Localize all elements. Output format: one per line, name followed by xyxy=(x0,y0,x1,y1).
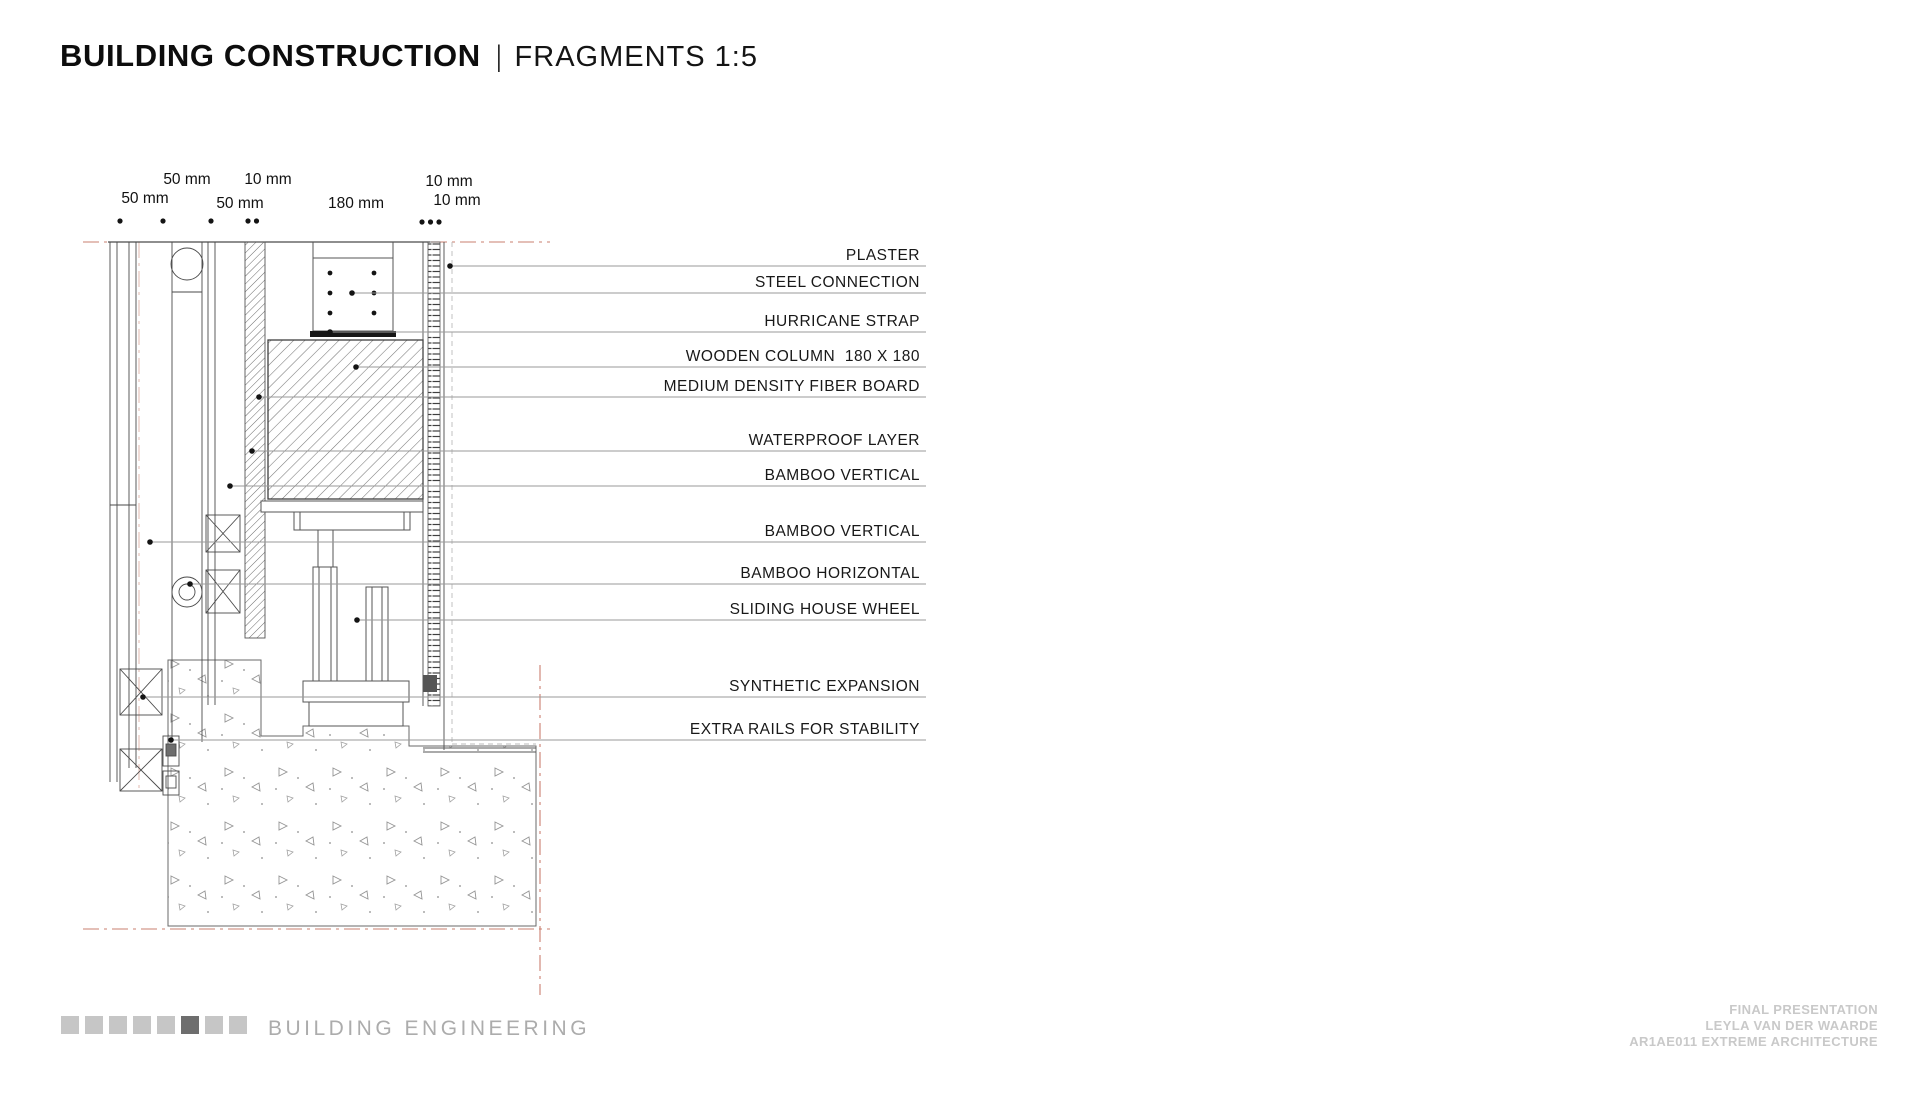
title-subtitle: FRAGMENTS 1:5 xyxy=(514,41,758,73)
footer-logo-squares xyxy=(61,1016,247,1034)
connector-box-upper xyxy=(205,514,241,553)
vertical-stud-hatched xyxy=(244,241,266,639)
dimension-label: 50 mm xyxy=(121,190,168,207)
annotation-bamboo-vertical-1: BAMBOO VERTICAL xyxy=(765,467,920,484)
page-title: BUILDING CONSTRUCTION | FRAGMENTS 1:5 xyxy=(60,38,758,74)
annotation-steel-connection: STEEL CONNECTION xyxy=(755,274,920,291)
annotation-bamboo-vertical-2: BAMBOO VERTICAL xyxy=(765,523,920,540)
title-main: BUILDING CONSTRUCTION xyxy=(60,38,481,73)
dimension-dots xyxy=(117,218,442,225)
credit-line-author: LEYLA VAN DER WAARDE xyxy=(1705,1018,1878,1033)
annotation-waterproof-layer: WATERPROOF LAYER xyxy=(749,432,920,449)
logo-square xyxy=(85,1016,103,1034)
synthetic-expansion-block xyxy=(423,675,437,692)
footer-credits: FINAL PRESENTATION LEYLA VAN DER WAARDE … xyxy=(1629,1002,1878,1050)
steel-connection-plate xyxy=(312,242,394,332)
dimension-labels: 50 mm 50 mm 10 mm 50 mm 180 mm 10 mm 10 … xyxy=(121,171,480,212)
annotation-plaster: PLASTER xyxy=(846,247,920,264)
dimension-label: 50 mm xyxy=(216,195,263,212)
logo-square xyxy=(205,1016,223,1034)
hurricane-strap-plate xyxy=(310,331,396,337)
braced-box-upper xyxy=(119,668,163,716)
annotation-synthetic-expansion: SYNTHETIC EXPANSION xyxy=(729,678,920,695)
dimension-label: 10 mm xyxy=(244,171,291,188)
annotation-hurricane-strap: HURRICANE STRAP xyxy=(764,313,920,330)
annotation-labels: PLASTER STEEL CONNECTION HURRICANE STRAP… xyxy=(664,247,920,738)
sliding-wheel-assembly xyxy=(260,500,424,727)
braced-box-lower xyxy=(119,748,163,792)
credit-line-presentation: FINAL PRESENTATION xyxy=(1729,1002,1878,1017)
logo-square xyxy=(109,1016,127,1034)
logo-square xyxy=(181,1016,199,1034)
wall-assembly xyxy=(108,241,430,796)
dimension-label: 10 mm xyxy=(433,192,480,209)
title-separator: | xyxy=(495,40,502,73)
credit-line-course: AR1AE011 EXTREME ARCHITECTURE xyxy=(1629,1034,1878,1049)
wooden-column xyxy=(267,339,424,500)
annotation-wooden-column: WOODEN COLUMN 180 X 180 xyxy=(686,348,920,365)
dimension-label: 10 mm xyxy=(425,173,472,190)
extra-rails xyxy=(423,743,536,753)
annotation-extra-rails: EXTRA RAILS FOR STABILITY xyxy=(690,721,920,738)
bamboo-horizontal-circle xyxy=(171,576,203,608)
logo-square xyxy=(229,1016,247,1034)
logo-square xyxy=(157,1016,175,1034)
plaster-rung-band xyxy=(427,241,441,707)
annotation-mdf-board: MEDIUM DENSITY FIBER BOARD xyxy=(664,378,920,395)
annotation-bamboo-horizontal: BAMBOO HORIZONTAL xyxy=(740,565,920,582)
logo-square xyxy=(61,1016,79,1034)
annotation-sliding-house-wheel: SLIDING HOUSE WHEEL xyxy=(730,601,920,618)
anchor-sockets xyxy=(162,735,180,796)
leader-dots xyxy=(140,263,453,743)
dimension-label: 180 mm xyxy=(328,195,384,212)
pipe-circle-top xyxy=(170,247,204,281)
facade-layer-strip xyxy=(422,241,453,750)
concrete-foundation xyxy=(167,659,537,927)
connector-box-lower xyxy=(205,569,241,614)
dimension-label: 50 mm xyxy=(163,171,210,188)
logo-square xyxy=(133,1016,151,1034)
leader-lines xyxy=(140,263,926,743)
footer-brand-text: BUILDING ENGINEERING xyxy=(268,1017,591,1040)
